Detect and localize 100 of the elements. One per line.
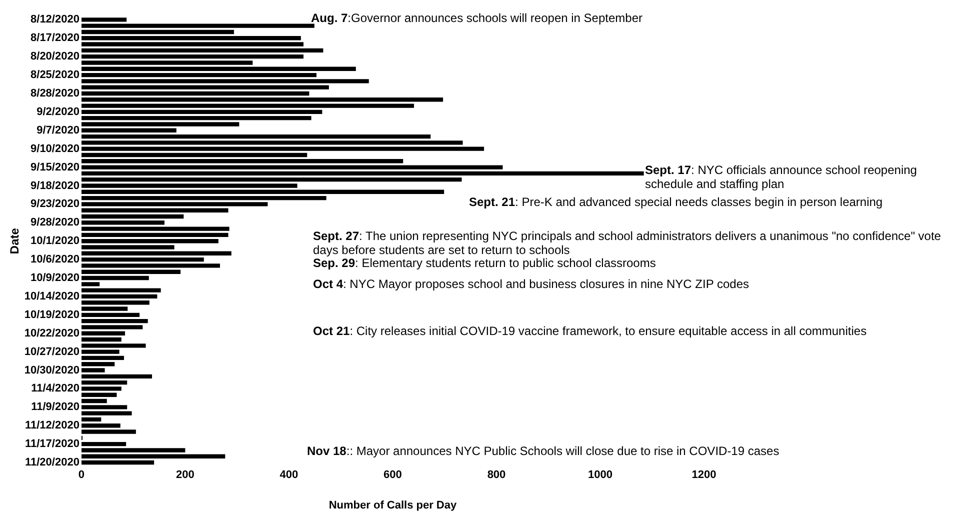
x-tick-label: 1000: [588, 469, 612, 482]
x-tick-label: 400: [280, 469, 298, 482]
bar: [81, 270, 181, 274]
y-tick-label: 9/7/2020: [36, 124, 80, 136]
bar: [81, 245, 174, 250]
y-tick-label: 10/6/2020: [30, 254, 80, 266]
x-tick-label: 1200: [692, 469, 716, 482]
y-tick-label: 11/9/2020: [31, 401, 80, 414]
bar: [81, 226, 230, 231]
bar: [81, 232, 228, 238]
bar: [81, 208, 228, 212]
bar: [81, 196, 326, 200]
bar: [81, 91, 310, 96]
y-tick-label: 10/9/2020: [30, 272, 80, 284]
bar: [81, 257, 204, 262]
bar: [81, 60, 253, 65]
bar: [81, 251, 232, 256]
bar: [81, 116, 312, 120]
y-tick-label: 11/4/2020: [31, 382, 80, 395]
bar: [81, 288, 161, 292]
bar: [81, 36, 301, 40]
bar: [81, 374, 152, 379]
bar: [81, 442, 126, 446]
bar: [81, 398, 107, 404]
bar: [81, 54, 304, 59]
x-tick-label: 800: [487, 469, 506, 482]
x-axis-title: Number of Calls per Day: [328, 499, 458, 512]
annotation: Sep. 29: Elementary students return to public school classrooms: [313, 256, 656, 270]
y-tick-label: 8/25/2020: [30, 69, 80, 82]
bar: [81, 128, 176, 132]
annotation: Oct 21: City releases initial COVID-19 vaccine framework, to ensure equitable access in all communities: [313, 324, 867, 338]
bar: [81, 460, 154, 465]
bar: [81, 312, 140, 317]
y-tick-label: 9/2/2020: [36, 106, 80, 118]
bar: [81, 417, 102, 422]
bar: [81, 72, 316, 78]
bar: [81, 122, 240, 126]
bar: [81, 430, 136, 434]
bar: [81, 448, 186, 452]
bar: [81, 104, 414, 108]
y-tick-label: 8/20/2020: [30, 50, 80, 63]
y-tick-label: 9/28/2020: [30, 216, 80, 229]
bar: [81, 325, 143, 330]
bar: [81, 165, 503, 170]
y-tick-label: 11/20/2020: [25, 456, 80, 469]
bar: [81, 331, 126, 336]
x-tick-label: 200: [176, 469, 194, 482]
annotation: Sept. 27: The union representing NYC principals and school administrators delivers a unanimous "no confidence" vote days before students are set to return to schools: [313, 229, 941, 257]
bar: [81, 264, 220, 268]
bar: [81, 454, 226, 458]
bar: [81, 300, 150, 305]
bar: [81, 392, 117, 397]
y-tick-label: 10/19/2020: [24, 308, 80, 321]
bar: [81, 178, 462, 182]
bar: [81, 380, 128, 385]
bar: [81, 171, 644, 176]
x-tick-label: 0: [78, 469, 85, 482]
bar: [81, 134, 431, 139]
bar: [81, 184, 298, 188]
y-tick-label: 10/1/2020: [30, 235, 80, 248]
y-tick-label: 8/12/2020: [30, 14, 80, 26]
bar: [81, 356, 124, 360]
annotation: Sept. 21: Pre-K and advanced special needs classes begin in person learning: [469, 195, 883, 209]
bar: [81, 239, 218, 244]
bar: [81, 362, 115, 366]
bar: [81, 306, 128, 311]
y-tick-label: 8/17/2020: [30, 32, 80, 44]
bar: [81, 424, 120, 428]
bar: [81, 337, 122, 342]
bar: [81, 30, 234, 34]
y-tick-label: 9/15/2020: [30, 161, 80, 174]
annotation: Nov 18:: Mayor announces NYC Public Schools will close due to rise in COVID-19 cases: [307, 444, 780, 458]
bar: [81, 294, 158, 299]
bar: [81, 386, 122, 391]
y-tick-label: 11/17/2020: [25, 438, 80, 450]
y-tick-label: 10/27/2020: [24, 346, 80, 358]
y-tick-label: 11/12/2020: [25, 420, 80, 432]
bar: [81, 159, 404, 164]
y-tick-label: 9/18/2020: [30, 180, 80, 192]
x-tick-label: 600: [384, 469, 402, 482]
annotation: Aug. 7:Governor announces schools will reopen in September: [311, 11, 643, 25]
bar: [81, 276, 149, 280]
y-tick-label: 10/22/2020: [24, 327, 80, 340]
bar: [81, 214, 184, 219]
bar: [81, 202, 268, 206]
y-axis-title: Date: [8, 228, 22, 254]
bar: [81, 220, 164, 225]
y-tick-label: 9/10/2020: [30, 142, 80, 155]
bar: [81, 110, 322, 114]
annotation: Oct 4: NYC Mayor proposes school and business closures in nine NYC ZIP codes: [313, 277, 749, 291]
bar: [81, 48, 324, 53]
annotation: Sept. 17: NYC officials announce school reopening schedule and staffing plan: [645, 163, 917, 191]
bar: [81, 152, 308, 158]
y-tick-label: 9/23/2020: [30, 198, 80, 210]
bar: [81, 282, 100, 286]
y-tick-label: 10/14/2020: [24, 290, 80, 302]
bar: [81, 368, 105, 372]
y-tick-label: 10/30/2020: [24, 364, 80, 376]
bar: [81, 190, 444, 194]
bar: [81, 42, 304, 46]
